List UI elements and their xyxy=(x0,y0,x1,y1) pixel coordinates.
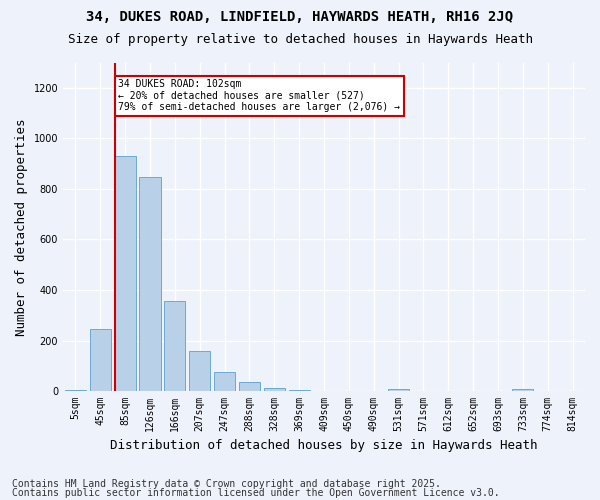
Text: Contains public sector information licensed under the Open Government Licence v3: Contains public sector information licen… xyxy=(12,488,500,498)
Bar xyxy=(214,372,235,391)
X-axis label: Distribution of detached houses by size in Haywards Heath: Distribution of detached houses by size … xyxy=(110,440,538,452)
Bar xyxy=(139,176,161,391)
Bar xyxy=(264,388,285,391)
Bar xyxy=(90,328,111,391)
Bar xyxy=(512,389,533,391)
Bar xyxy=(115,156,136,391)
Bar xyxy=(65,390,86,391)
Bar xyxy=(164,302,185,391)
Text: Contains HM Land Registry data © Crown copyright and database right 2025.: Contains HM Land Registry data © Crown c… xyxy=(12,479,441,489)
Y-axis label: Number of detached properties: Number of detached properties xyxy=(15,118,28,336)
Text: 34 DUKES ROAD: 102sqm
← 20% of detached houses are smaller (527)
79% of semi-det: 34 DUKES ROAD: 102sqm ← 20% of detached … xyxy=(118,79,400,112)
Text: Size of property relative to detached houses in Haywards Heath: Size of property relative to detached ho… xyxy=(67,32,533,46)
Bar xyxy=(388,389,409,391)
Bar xyxy=(289,390,310,391)
Bar xyxy=(239,382,260,391)
Text: 34, DUKES ROAD, LINDFIELD, HAYWARDS HEATH, RH16 2JQ: 34, DUKES ROAD, LINDFIELD, HAYWARDS HEAT… xyxy=(86,10,514,24)
Bar xyxy=(189,351,211,391)
